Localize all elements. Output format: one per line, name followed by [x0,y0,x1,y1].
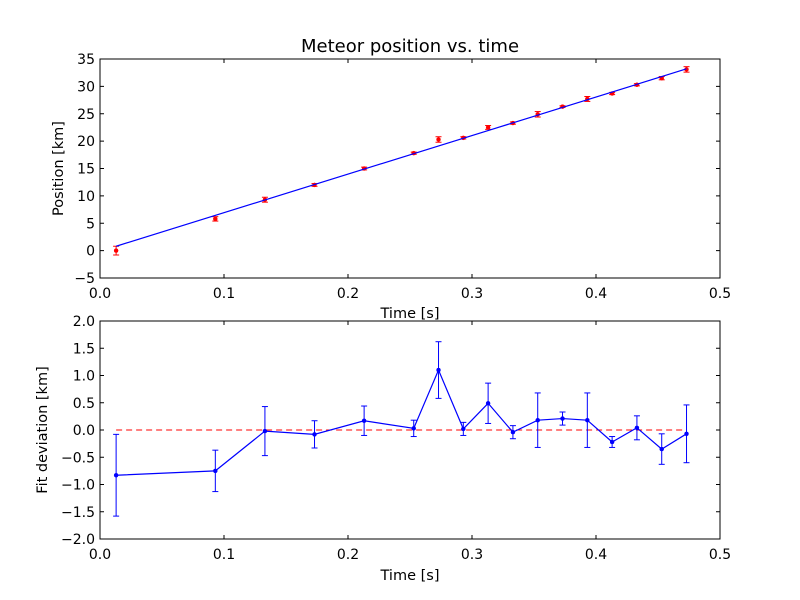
position-plot-x-tick-label: 0.0 [89,286,111,302]
deviation-plot-data-point [361,418,367,423]
deviation-plot-data-point [585,417,590,423]
position-plot-x-tick-label: 0.4 [585,286,607,302]
deviation-plot-data-point [436,367,441,373]
position-plot: Meteor position vs. time 0.0 0.1 0.2 0.3 0.4… [51,36,731,322]
position-plot-y-tick-label: 30 [77,79,95,95]
deviation-plot-y-tick-label: 0.5 [73,396,95,412]
deviation-plot-data-point [535,417,540,423]
deviation-plot-x-tick-label: 0.4 [585,547,607,563]
position-plot-y-tick-label: 25 [77,107,95,123]
deviation-plot-y-axis-label: Fit deviation [km] [35,366,51,493]
position-plot-data-point [113,248,119,253]
position-plot-y-tick-label: 35 [77,52,95,68]
deviation-plot-data-point [659,446,664,452]
deviation-plot-data-point [411,426,416,431]
position-plot-x-axis-label: Time [s] [380,306,440,322]
position-plot-marks [113,66,690,256]
deviation-plot-y-tick-label: −2.0 [61,532,95,548]
position-plot-fit-line [115,68,687,247]
position-plot-y-tick-label: 10 [77,189,95,205]
deviation-plot-data-point [485,401,491,406]
deviation-plot-data-point [262,428,268,434]
position-plot-y-axis-label: Position [km] [51,121,67,216]
deviation-plot-data-point [560,416,565,421]
deviation-plot-x-tick-label: 0.3 [461,547,483,563]
deviation-plot-y-tick-label: −1.0 [61,478,95,494]
deviation-plot-y-tick-label: 2.0 [73,314,95,330]
position-plot-data-point [436,137,441,142]
position-plot-y-tick-label: 15 [77,162,95,178]
deviation-plot-y-tick-label: −1.5 [61,505,95,521]
deviation-plot-x-tick-label: 0.1 [213,547,235,563]
deviation-plot-y-tick-label: 1.0 [73,369,95,385]
deviation-plot-x-axis-label: Time [s] [380,568,440,584]
position-plot-y-tick-label: 0 [86,244,95,260]
deviation-plot-y-tick-label: 0.0 [73,423,95,439]
deviation-plot-y-tick-label: −0.5 [61,450,95,466]
position-plot-data-point [485,125,491,130]
position-plot-y-tick-label: 20 [77,134,95,150]
deviation-plot-data-point [213,468,218,474]
position-plot-x-tick-label: 0.5 [709,286,731,302]
deviation-plot-data-point [684,431,689,437]
position-plot-x-tick-label: 0.1 [213,286,235,302]
deviation-plot-y-tick-label: 1.5 [73,341,95,357]
deviation-plot-data-point [312,432,317,437]
deviation-plot: 0.0 0.1 0.2 0.3 0.4 0.5 −2.0 −1.5 −1.0 −0.5 0.0 0.5… [35,314,731,584]
position-plot-title: Meteor position vs. time [301,36,519,57]
position-plot-x-tick-label: 0.3 [461,286,483,302]
position-plot-ticks: 0.0 0.1 0.2 0.3 0.4 0.5 −5 0 5 10 15 20 25 30 35 [74,52,731,302]
deviation-plot-data-point [510,429,516,435]
deviation-plot-x-tick-label: 0.0 [89,547,111,563]
position-plot-data-point [213,216,218,222]
deviation-plot-data-point [609,439,615,445]
deviation-plot-marks [113,341,690,517]
deviation-plot-data-point [634,425,640,431]
deviation-plot-data-point [113,472,119,478]
deviation-plot-x-tick-label: 0.5 [709,547,731,563]
position-plot-x-tick-label: 0.2 [337,286,359,302]
position-plot-y-tick-label: 5 [86,216,95,232]
deviation-plot-x-tick-label: 0.2 [337,547,359,563]
position-plot-y-tick-label: −5 [74,271,95,287]
deviation-plot-data-point [461,426,466,432]
deviation-plot-ticks: 0.0 0.1 0.2 0.3 0.4 0.5 −2.0 −1.5 −1.0 −0.5 0.0 0.5… [61,314,731,563]
